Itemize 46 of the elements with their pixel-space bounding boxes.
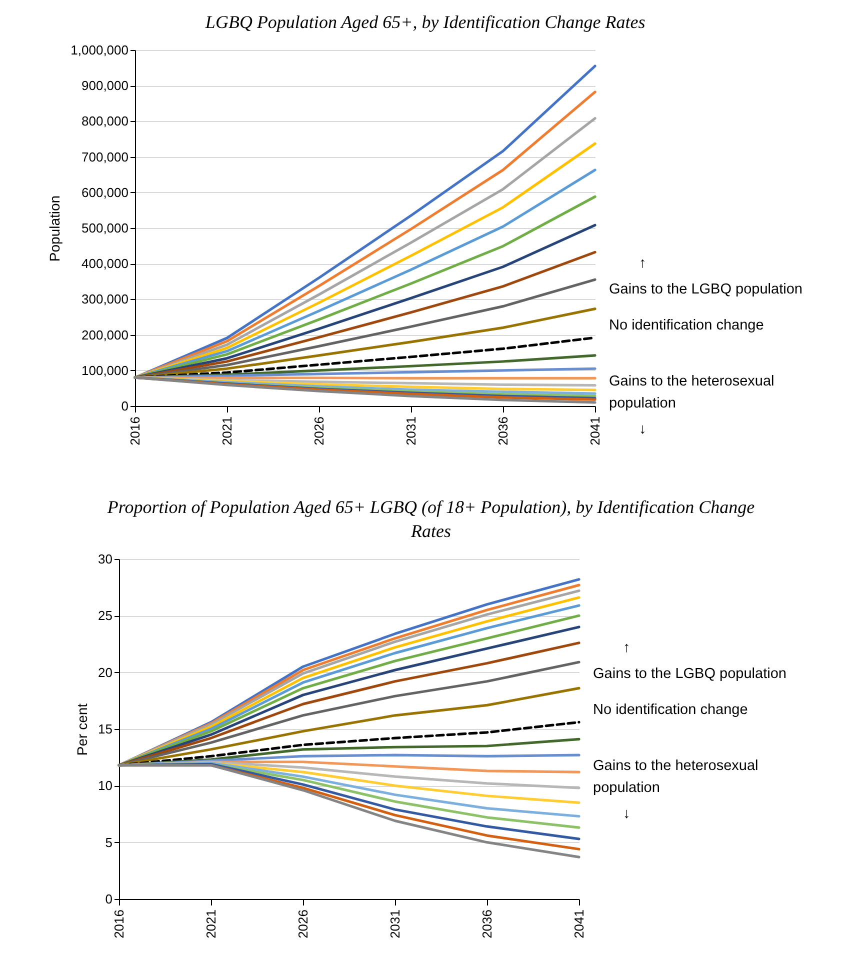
x-tick-label: 2021 (220, 416, 234, 446)
y-tick-label: 900,000 (82, 78, 128, 94)
line-series (118, 686, 580, 767)
y-tick-label: 500,000 (82, 220, 128, 236)
y-tick-label: 15 (98, 722, 112, 736)
text: ↑ (639, 256, 646, 272)
x-tick-label: 2036 (496, 416, 510, 446)
y-tick-label: 800,000 (82, 114, 128, 129)
text: Gains to the heterosexual population (609, 374, 774, 412)
x-tick-label: 2026 (296, 910, 310, 938)
y-tick-label: 30 (98, 552, 112, 566)
y-tick-label: 25 (98, 608, 112, 624)
text: ↓ (639, 422, 646, 438)
text: Gains to the LGBQ population (609, 282, 802, 298)
x-tick-label: 2016 (128, 416, 142, 446)
y-tick-label: 600,000 (82, 184, 128, 200)
annotation: No identification change (593, 702, 748, 718)
chart-title: LGBQ Population Aged 65+, by Identification Change Rates (204, 12, 646, 32)
x-tick-label: 2031 (388, 910, 402, 938)
x-tick-label: 2031 (404, 416, 418, 446)
y-axis-title: Population (46, 195, 63, 262)
y-tick-label: 300,000 (82, 292, 128, 307)
y-tick-label: 0 (105, 892, 112, 906)
text: Gains to the LGBQ population (593, 666, 786, 682)
y-tick-label: 100,000 (82, 362, 128, 378)
y-tick-label: 200,000 (82, 327, 128, 342)
y-tick-label: 1,000,000 (70, 42, 128, 58)
x-tick-label: 2016 (112, 910, 126, 938)
x-tick-label: 2041 (572, 910, 586, 938)
x-tick-label: 2036 (480, 910, 494, 938)
y-tick-label: 400,000 (82, 256, 128, 272)
text: Gains to the heterosexual population (593, 758, 758, 796)
annotation: No identification change (609, 318, 764, 334)
y-axis-title: Per cent (74, 703, 90, 756)
text: ↑ (623, 640, 630, 656)
x-tick-label: 2041 (588, 416, 602, 446)
text: ↓ (623, 806, 630, 822)
line-series (118, 660, 580, 767)
x-tick-label: 2021 (204, 910, 218, 938)
x-tick-label: 2026 (312, 416, 326, 446)
y-tick-label: 5 (105, 834, 112, 850)
y-tick-label: 20 (98, 664, 112, 680)
y-tick-label: 700,000 (82, 149, 128, 164)
y-tick-label: 10 (98, 778, 112, 794)
y-tick-label: 0 (121, 398, 128, 414)
chart-title: Proportion of Population Aged 65+ LGBQ (of 18+ Population), by Identification Change Rates (106, 497, 755, 541)
